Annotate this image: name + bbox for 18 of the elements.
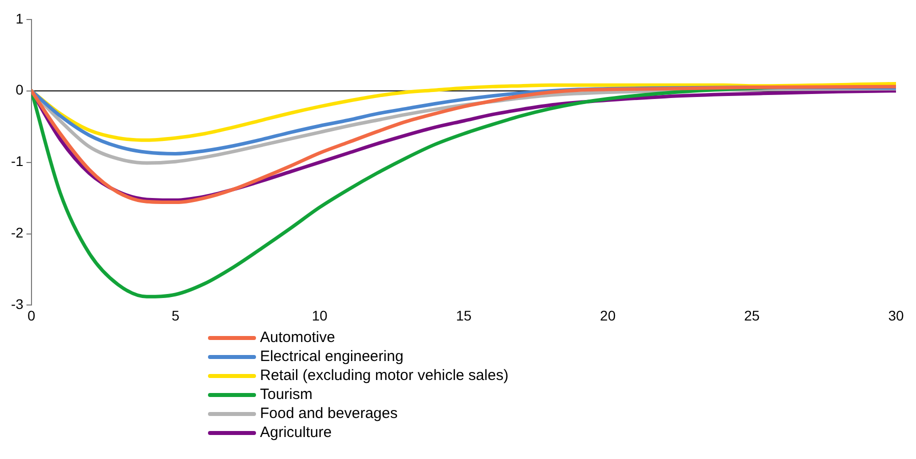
y-tick-label: -1 <box>10 153 24 170</box>
x-tick-label: 10 <box>312 307 328 324</box>
x-tick-label: 5 <box>172 307 180 324</box>
legend-label: Tourism <box>260 386 313 403</box>
legend-label: Food and beverages <box>260 405 398 422</box>
y-tick-label: 0 <box>16 82 24 98</box>
y-tick-label: -2 <box>10 224 24 241</box>
x-tick-label: 30 <box>888 307 904 324</box>
legend-label: Electrical engineering <box>260 348 404 365</box>
x-tick-label: 15 <box>456 307 472 324</box>
x-tick-label: 0 <box>28 307 36 324</box>
legend-label: Retail (excluding motor vehicle sales) <box>260 367 508 384</box>
legend-label: Automotive <box>260 329 336 346</box>
y-tick-label: 1 <box>16 10 24 26</box>
legend-label: Agriculture <box>260 424 332 441</box>
x-tick-label: 20 <box>600 307 616 324</box>
x-tick-label: 25 <box>744 307 760 324</box>
y-tick-label: -3 <box>10 296 24 312</box>
